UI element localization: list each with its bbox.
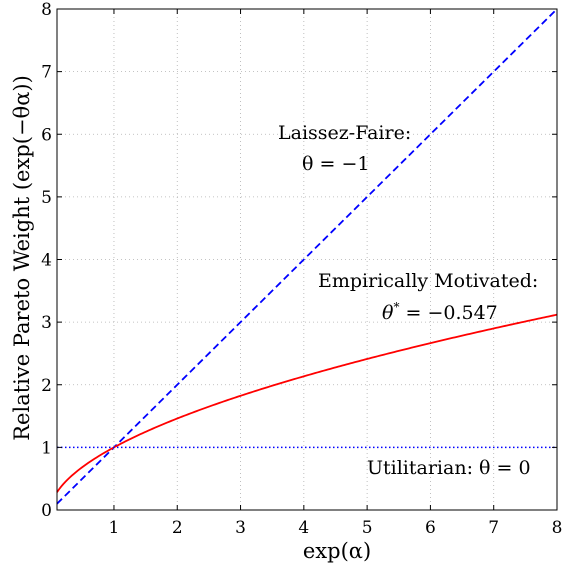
y-tick-label: 3 — [41, 313, 52, 333]
annotation-empirical-theta-value: = −0.547 — [399, 302, 497, 324]
tick-marks — [57, 8, 558, 511]
y-tick-label: 1 — [41, 438, 52, 458]
y-tick-label: 8 — [41, 0, 52, 20]
series-group — [56, 8, 558, 505]
y-tick-label: 7 — [41, 63, 52, 83]
x-tick-label: 6 — [425, 518, 436, 538]
x-tick-label: 8 — [552, 518, 563, 538]
annotation-empirical-theta: θ* = −0.547 — [382, 300, 498, 324]
y-tick-label: 2 — [41, 376, 52, 396]
series-empirical-line — [56, 313, 558, 493]
y-tick-label: 0 — [41, 501, 52, 521]
tick-labels: 1 2 3 4 5 6 7 8 0 1 2 3 4 5 6 7 8 — [41, 0, 562, 538]
x-tick-label: 4 — [298, 518, 309, 538]
x-tick-label: 3 — [235, 518, 246, 538]
y-tick-label: 4 — [41, 251, 52, 271]
x-tick-label: 2 — [172, 518, 183, 538]
annotation-empirical-theta-star: * — [393, 300, 399, 314]
x-axis-label: exp(α) — [303, 539, 371, 563]
series-laissez-faire-line — [56, 8, 558, 505]
x-tick-label: 7 — [488, 518, 499, 538]
y-axis-label: Relative Pareto Weight (exp(−θα)) — [10, 75, 34, 441]
y-tick-label: 6 — [41, 125, 52, 145]
annotation-laissez-faire-title: Laissez-Faire: — [278, 122, 411, 144]
annotation-laissez-faire-theta: θ = −1 — [302, 153, 369, 175]
x-tick-label: 5 — [362, 518, 373, 538]
annotation-empirical-theta-symbol: θ — [382, 302, 394, 324]
x-tick-label: 1 — [109, 518, 120, 538]
y-tick-label: 5 — [41, 188, 52, 208]
annotation-empirical-title: Empirically Motivated: — [318, 270, 538, 292]
annotation-utilitarian: Utilitarian: θ = 0 — [367, 457, 531, 479]
